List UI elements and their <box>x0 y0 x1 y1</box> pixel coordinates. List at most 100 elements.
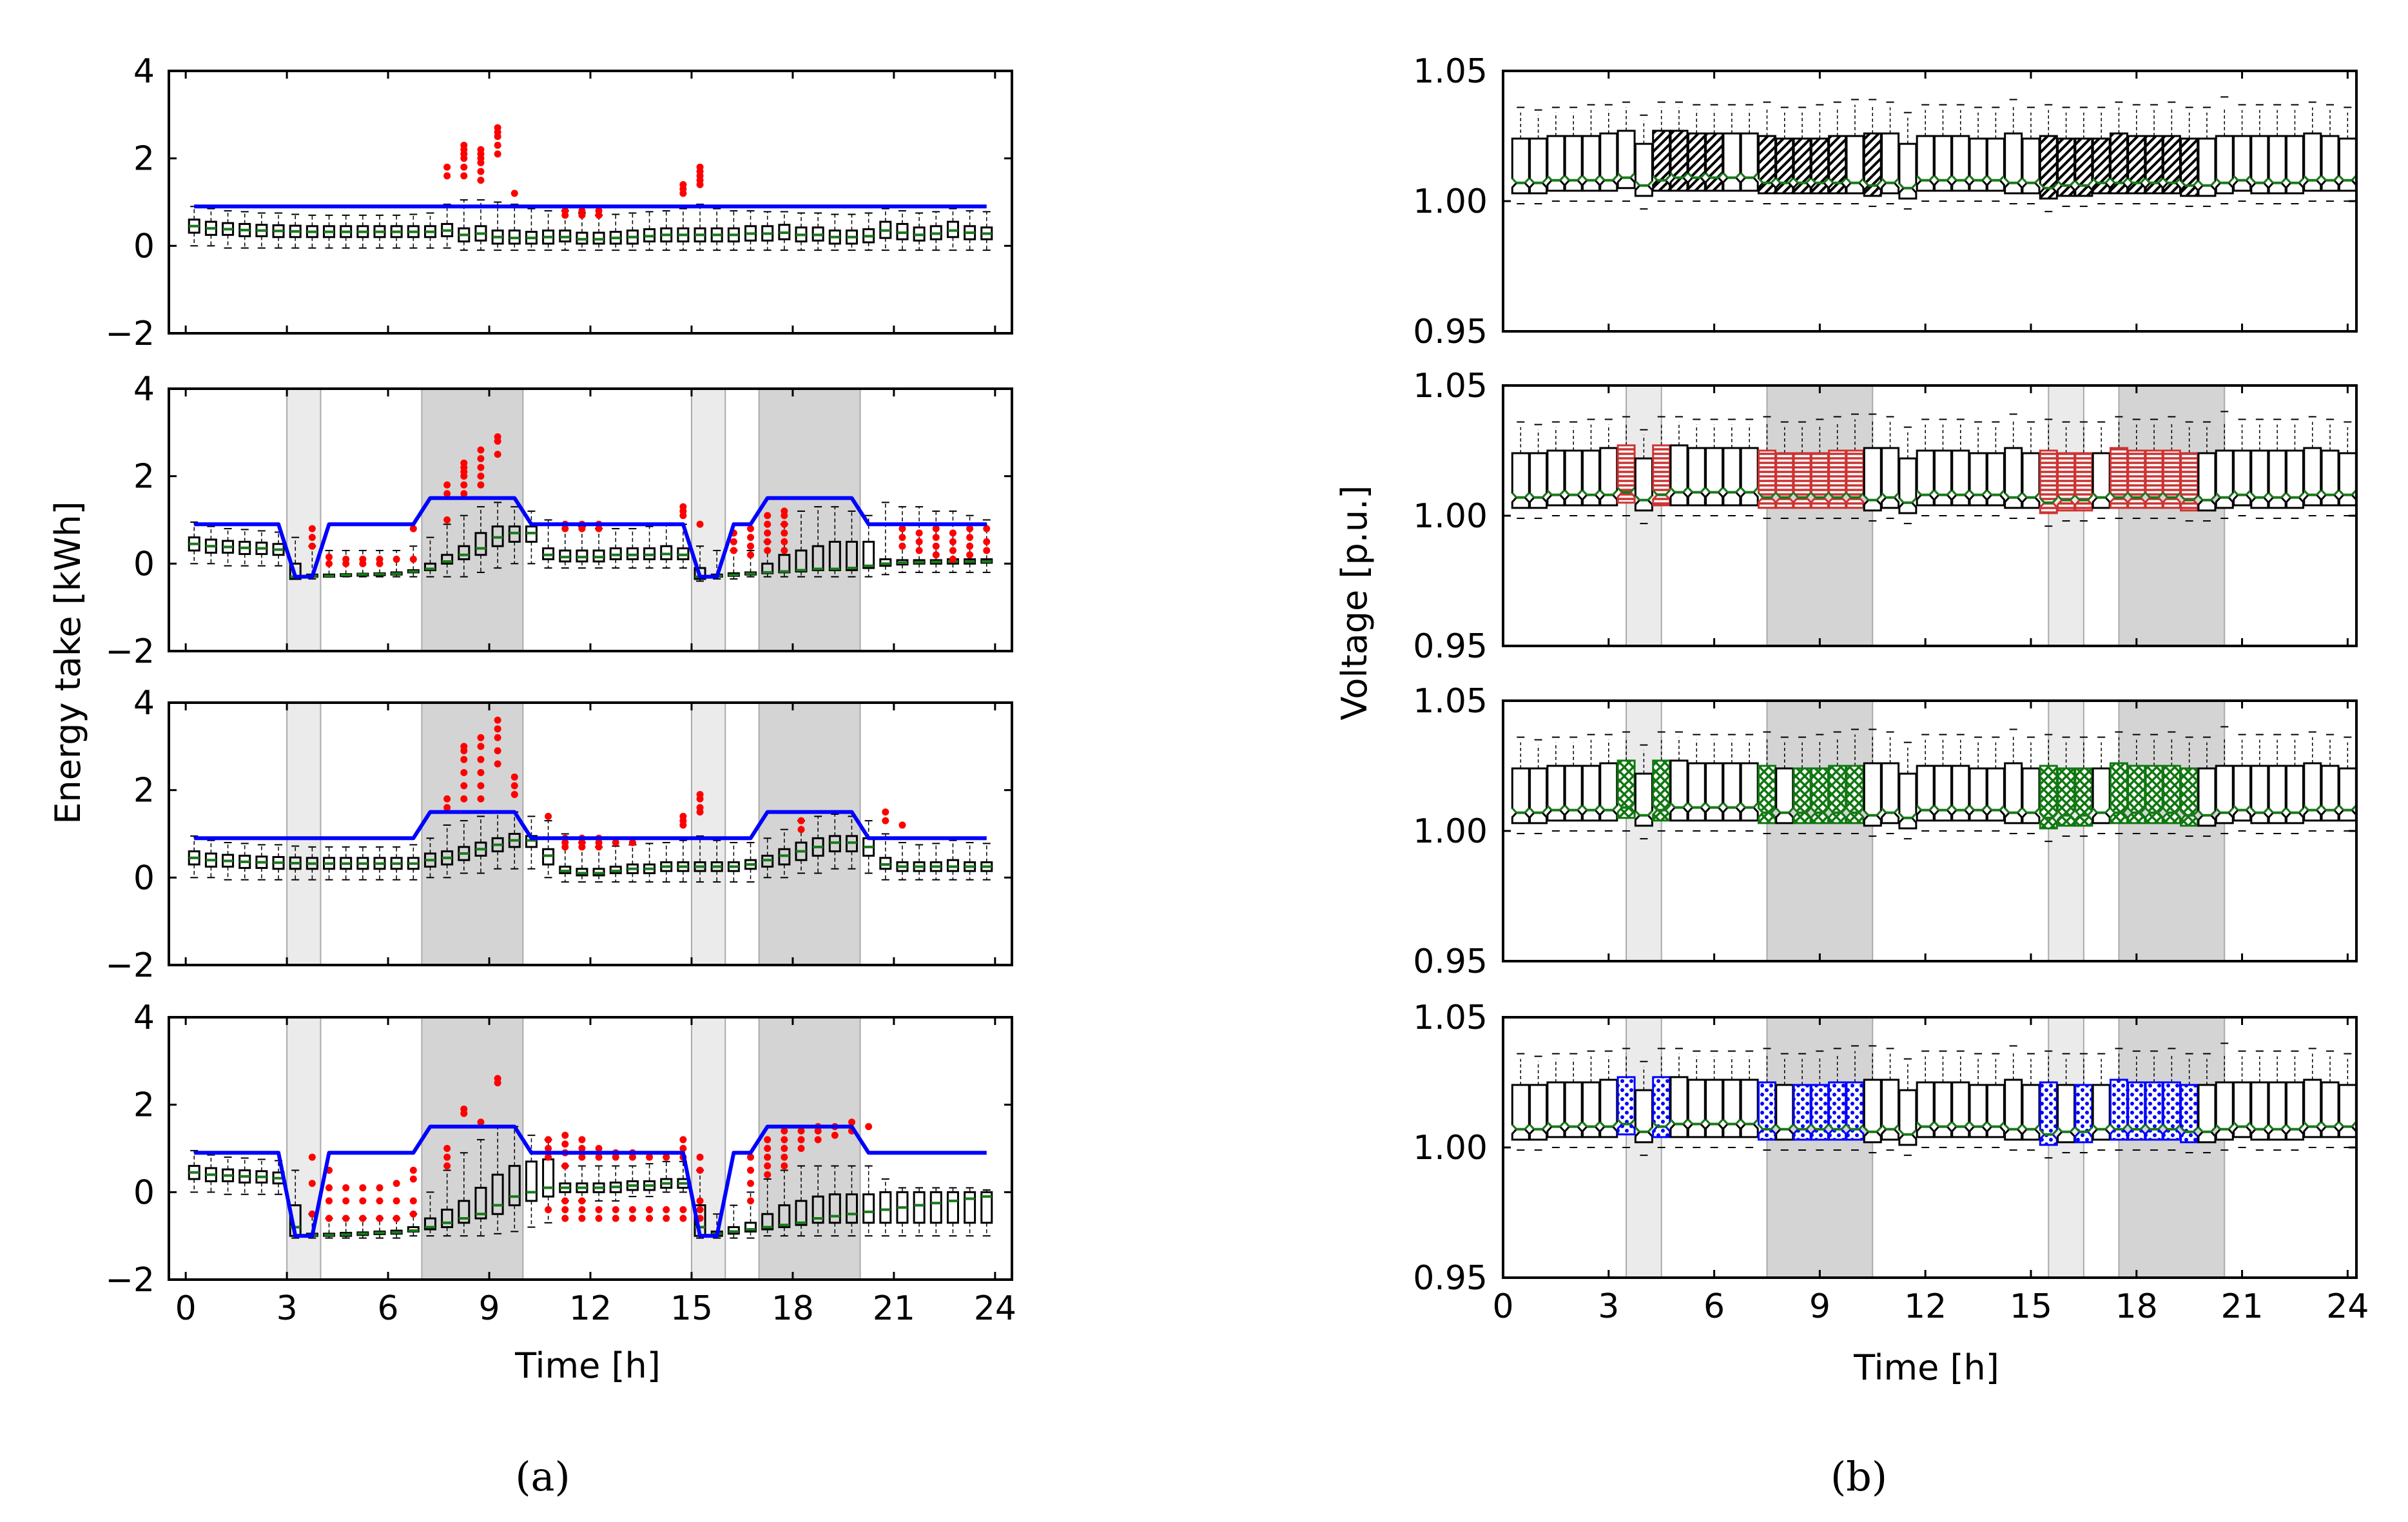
box <box>1986 421 2005 516</box>
median-notch <box>1863 810 1869 816</box>
box <box>1581 104 1600 202</box>
median-notch <box>2162 492 2168 498</box>
subplot-a2: −2 0 2 4 <box>105 370 1013 671</box>
outlier-point <box>477 734 485 741</box>
outlier-point <box>882 817 889 824</box>
box <box>1986 736 2005 832</box>
median-notch <box>1511 492 1517 498</box>
box <box>828 1165 841 1237</box>
outlier-point <box>797 817 805 824</box>
median-notch <box>2263 807 2269 814</box>
panel-b: 0.951.001.050.951.001.050.951.001.050.95… <box>1413 52 2369 1326</box>
median-notch <box>1647 1126 1653 1133</box>
box <box>2250 734 2269 835</box>
median-notch <box>1841 177 1847 184</box>
box <box>609 845 622 883</box>
box-body <box>1511 1084 1530 1141</box>
outlier-point <box>781 547 788 554</box>
box <box>525 510 538 565</box>
median-notch <box>2180 810 2186 816</box>
box <box>188 206 200 247</box>
box <box>1951 104 1970 202</box>
box <box>744 549 757 578</box>
median-notch <box>1811 1124 1816 1130</box>
xtick-label: 6 <box>1704 1287 1725 1326</box>
outlier-point <box>949 547 956 554</box>
median-notch <box>2175 807 2181 814</box>
ytick-label: 1.00 <box>1413 1129 1488 1167</box>
outlier-point <box>494 747 501 755</box>
box-body <box>778 1204 791 1229</box>
median-notch <box>1669 802 1676 808</box>
box-body <box>1968 452 1988 507</box>
box-body <box>795 1200 808 1226</box>
box <box>441 523 454 578</box>
box-body <box>1564 449 1583 507</box>
median-notch <box>1893 1124 1899 1130</box>
box <box>1933 734 1952 832</box>
box-body <box>1775 137 1794 195</box>
box-body <box>1634 772 1653 827</box>
outlier-point <box>494 124 501 132</box>
box-hatched <box>2109 101 2128 205</box>
box <box>2233 734 2252 832</box>
median-notch <box>1876 1126 1882 1133</box>
median-notch <box>2175 177 2181 184</box>
box <box>2320 734 2340 832</box>
box <box>862 1165 875 1237</box>
outlier-point <box>797 1136 805 1144</box>
median-notch <box>2333 1121 2340 1127</box>
box-body <box>811 545 824 572</box>
outlier-point <box>477 473 485 480</box>
box <box>660 210 673 251</box>
box <box>1581 1050 1600 1148</box>
box-body <box>2303 762 2322 822</box>
box-hatched <box>2074 736 2093 837</box>
box <box>2267 1050 2287 1151</box>
box-body <box>2092 767 2111 824</box>
outlier-point <box>443 804 451 812</box>
box-body <box>1617 130 1636 190</box>
median-notch <box>1669 172 1676 179</box>
box-body <box>2109 1078 2128 1141</box>
box <box>913 844 926 881</box>
box <box>188 521 200 565</box>
box-body <box>1546 449 1566 507</box>
box <box>2092 421 2111 520</box>
box <box>2004 413 2023 520</box>
box <box>222 528 235 567</box>
box <box>694 203 706 251</box>
median-notch <box>1828 1124 1834 1130</box>
box-body <box>1599 132 1618 192</box>
box-body <box>1792 1084 1812 1141</box>
outlier-point <box>376 1197 384 1205</box>
outlier-point <box>663 1215 670 1222</box>
median-notch <box>2303 805 2309 811</box>
box <box>1845 99 1865 205</box>
box <box>238 211 251 249</box>
box-body <box>1722 1078 1742 1138</box>
median-notch <box>1722 172 1729 179</box>
ytick-label: 4 <box>133 52 155 91</box>
ytick-label: 2 <box>133 458 155 496</box>
outlier-point <box>595 1153 603 1161</box>
median-notch <box>1876 810 1882 816</box>
box <box>1511 736 1530 835</box>
outlier-point <box>494 716 501 724</box>
box <box>1599 734 1618 832</box>
box <box>761 211 774 251</box>
median-notch <box>1647 494 1653 501</box>
box <box>811 1165 824 1237</box>
box-body <box>2267 135 2287 195</box>
median-notch <box>1770 177 1776 184</box>
outlier-point <box>781 1145 788 1152</box>
box-body <box>1546 135 1566 192</box>
outlier-point <box>561 1205 569 1213</box>
outlier-point <box>696 1197 704 1205</box>
outlier-point <box>460 795 468 803</box>
median-notch <box>1863 494 1869 501</box>
box <box>255 212 268 249</box>
axes-frame <box>168 70 1013 335</box>
box-body <box>2215 765 2234 824</box>
box-hatched <box>2039 734 2058 843</box>
